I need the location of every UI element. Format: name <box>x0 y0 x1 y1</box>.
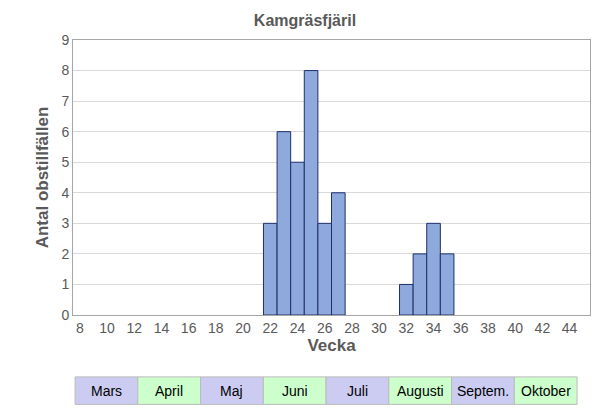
svg-text:Kamgräsfjäril: Kamgräsfjäril <box>254 12 356 29</box>
svg-text:Vecka: Vecka <box>307 336 356 355</box>
svg-text:0: 0 <box>61 307 69 323</box>
svg-text:4: 4 <box>61 185 69 201</box>
svg-text:Antal obstillfällen: Antal obstillfällen <box>33 107 52 249</box>
svg-text:40: 40 <box>507 320 523 336</box>
svg-text:Septem.: Septem. <box>457 383 509 399</box>
svg-text:9: 9 <box>61 32 69 48</box>
svg-text:24: 24 <box>290 320 306 336</box>
svg-text:5: 5 <box>61 154 69 170</box>
svg-text:34: 34 <box>426 320 442 336</box>
svg-text:16: 16 <box>181 320 197 336</box>
svg-text:Mars: Mars <box>91 383 122 399</box>
svg-text:28: 28 <box>344 320 360 336</box>
svg-text:Juli: Juli <box>347 383 368 399</box>
svg-text:7: 7 <box>61 93 69 109</box>
svg-text:14: 14 <box>154 320 170 336</box>
svg-text:30: 30 <box>371 320 387 336</box>
svg-text:32: 32 <box>399 320 415 336</box>
svg-text:Juni: Juni <box>282 383 308 399</box>
svg-text:1: 1 <box>61 276 69 292</box>
svg-text:20: 20 <box>235 320 251 336</box>
svg-text:Augusti: Augusti <box>397 383 444 399</box>
svg-text:18: 18 <box>208 320 224 336</box>
svg-text:44: 44 <box>562 320 578 336</box>
svg-text:42: 42 <box>535 320 551 336</box>
svg-text:April: April <box>155 383 183 399</box>
svg-text:8: 8 <box>61 62 69 78</box>
svg-text:36: 36 <box>453 320 469 336</box>
svg-text:2: 2 <box>61 246 69 262</box>
svg-text:26: 26 <box>317 320 333 336</box>
svg-text:12: 12 <box>126 320 142 336</box>
svg-text:38: 38 <box>480 320 496 336</box>
svg-text:3: 3 <box>61 215 69 231</box>
svg-text:10: 10 <box>99 320 115 336</box>
svg-text:22: 22 <box>262 320 278 336</box>
svg-text:Oktober: Oktober <box>521 383 571 399</box>
svg-text:8: 8 <box>76 320 84 336</box>
svg-text:6: 6 <box>61 124 69 140</box>
svg-text:Maj: Maj <box>220 383 243 399</box>
